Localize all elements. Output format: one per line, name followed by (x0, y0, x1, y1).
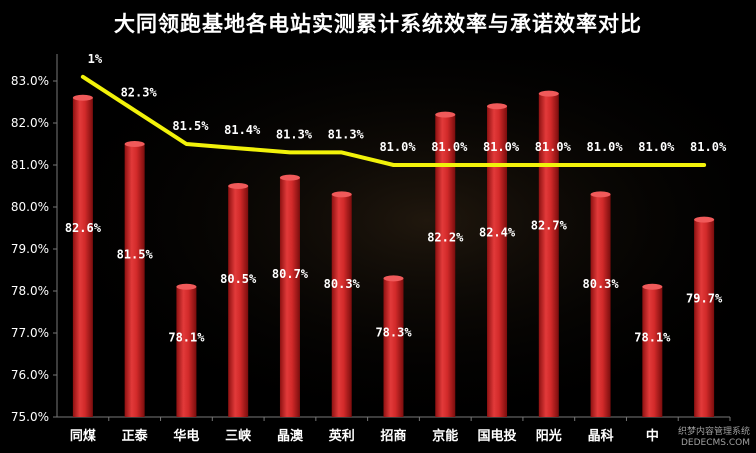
line-point (495, 163, 499, 167)
line-value-label: 81.4% (224, 123, 261, 137)
x-tick-label: 三峡 (225, 428, 252, 444)
bar (124, 144, 145, 417)
line-point (288, 150, 292, 154)
bar (228, 186, 249, 417)
x-tick-label: 晶科 (588, 428, 614, 444)
line-point (392, 163, 395, 167)
bar-value-label: 82.6% (65, 221, 102, 235)
x-tick-label: 招商 (380, 428, 406, 444)
x-tick-label: 中 (646, 428, 659, 444)
bar (487, 106, 508, 417)
y-tick-label: 81.0% (11, 158, 49, 172)
bar (383, 278, 404, 417)
line-value-label: 81.0% (483, 140, 520, 154)
bar-value-label: 82.7% (531, 218, 568, 232)
line-value-label: 81.0% (638, 140, 675, 154)
line-point (340, 150, 344, 154)
bar-cap (383, 275, 404, 282)
bar-value-label: 81.5% (117, 248, 154, 262)
bar-value-label: 78.1% (168, 330, 205, 344)
line-value-label: 1% (88, 52, 103, 66)
line-point (599, 163, 603, 167)
bar-value-label: 80.3% (324, 277, 361, 291)
bar (642, 286, 663, 417)
x-tick-label: 阳光 (536, 428, 562, 444)
bar-cap (124, 141, 145, 147)
watermark-line2: DEDECMS.COM (681, 438, 750, 448)
bar-value-label: 80.5% (220, 272, 257, 286)
line-value-label: 81.0% (587, 140, 624, 154)
bar-cap (279, 174, 300, 181)
bar-cap (435, 111, 456, 118)
y-tick-label: 83.0% (11, 74, 49, 88)
bar (435, 114, 456, 417)
y-tick-label: 82.0% (11, 116, 49, 130)
y-tick-label: 79.0% (11, 242, 49, 256)
bar-cap (538, 90, 559, 97)
bar-value-label: 80.7% (272, 267, 309, 281)
bar (279, 177, 300, 417)
line-value-label: 81.0% (690, 140, 727, 154)
bar-cap (228, 183, 249, 189)
line-point (184, 142, 188, 146)
x-tick-label: 正泰 (122, 428, 149, 444)
line-point (81, 75, 85, 79)
bar-value-label: 79.7% (686, 292, 723, 306)
bar (72, 97, 93, 418)
bar (590, 194, 611, 417)
bar-cap (642, 283, 663, 290)
y-tick-label: 78.0% (11, 284, 49, 298)
line-point (133, 108, 137, 112)
bar-value-label: 78.3% (375, 326, 412, 340)
line-point (236, 146, 240, 150)
x-tick-label: 国电投 (478, 428, 517, 444)
x-tick-label: 同煤 (70, 428, 96, 444)
line-value-label: 81.5% (172, 119, 209, 133)
bar-value-label: 78.1% (634, 330, 671, 344)
x-tick-label: 英利 (328, 428, 355, 444)
bar-cap (487, 103, 508, 110)
bar-cap (176, 283, 197, 290)
line-point (547, 163, 551, 167)
x-tick-label: 京能 (432, 428, 458, 444)
bar-cap (694, 216, 715, 223)
y-tick-label: 76.0% (11, 368, 49, 382)
bar-value-label: 80.3% (583, 277, 620, 291)
x-tick-label: 华电 (173, 428, 199, 444)
bar (538, 93, 559, 417)
x-tick-label: 晶澳 (277, 428, 304, 444)
bar-value-label: 82.4% (479, 226, 516, 240)
watermark: 织梦内容管理系统 DEDECMS.COM (678, 427, 750, 449)
line-value-label: 81.0% (431, 140, 468, 154)
bar (331, 194, 352, 417)
y-tick-label: 80.0% (11, 200, 49, 214)
bar (694, 219, 715, 417)
chart-title: 大同领跑基地各电站实测累计系统效率与承诺效率对比 (114, 12, 642, 36)
line-point (702, 163, 706, 167)
bar-cap (72, 94, 93, 101)
bar-value-label: 82.2% (427, 231, 464, 245)
line-value-label: 81.3% (276, 127, 313, 141)
bar-cap (590, 191, 611, 198)
line-value-label: 81.3% (328, 127, 365, 141)
line-value-label: 81.0% (379, 140, 416, 154)
line-point (443, 163, 447, 167)
bar (176, 286, 197, 417)
line-point (650, 163, 654, 167)
line-value-label: 81.0% (535, 140, 572, 154)
y-tick-label: 77.0% (11, 326, 49, 340)
line-value-label: 82.3% (121, 85, 158, 99)
bar-cap (331, 191, 352, 198)
y-tick-label: 75.0% (11, 410, 49, 424)
watermark-line1: 织梦内容管理系统 (677, 427, 750, 437)
